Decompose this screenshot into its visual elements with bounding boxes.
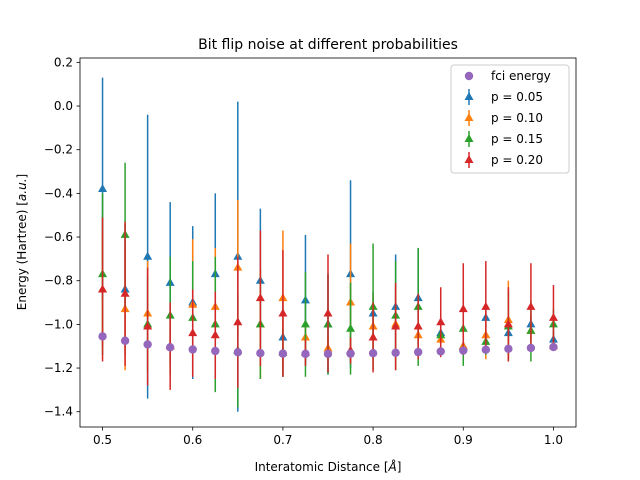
data-point	[188, 328, 198, 337]
data-point	[98, 332, 107, 341]
data-point	[143, 321, 153, 330]
data-point	[346, 349, 355, 358]
x-tick-label: 0.7	[273, 433, 292, 447]
data-point	[548, 312, 558, 321]
data-point	[301, 349, 310, 359]
y-tick-label: −1.0	[44, 317, 73, 331]
data-point	[436, 347, 445, 356]
y-tick-label: −1.2	[44, 361, 73, 375]
x-tick-label: 0.6	[183, 433, 202, 447]
series-fci-energy	[98, 332, 558, 359]
data-point	[459, 346, 468, 355]
x-tick-label: 0.8	[364, 433, 383, 447]
legend-entry: p = 0.15	[491, 132, 543, 146]
data-point	[436, 317, 446, 326]
data-point	[120, 288, 130, 297]
data-point	[504, 344, 513, 354]
legend-marker	[464, 71, 474, 81]
y-tick-label: −0.8	[44, 274, 73, 288]
y-tick-label: −0.2	[44, 143, 73, 157]
data-point	[278, 349, 288, 358]
data-point	[368, 332, 378, 341]
legend-entry: p = 0.05	[491, 90, 543, 104]
y-tick-label: −0.4	[44, 186, 73, 200]
data-point	[120, 336, 130, 345]
data-point	[165, 343, 175, 352]
axes-layer: 0.5 0.6 0.7 0.8 0.9 1.0 0.2 0.0 −0.2 −0.4 −0.6 −0.8…	[44, 55, 577, 447]
data-point	[503, 319, 513, 328]
data-point	[413, 347, 423, 357]
data-point	[481, 345, 491, 354]
legend-entry: p = 0.20	[491, 153, 543, 167]
data-point	[549, 342, 558, 352]
legend-entry: p = 0.10	[491, 111, 543, 125]
data-point	[278, 308, 288, 317]
data-point	[256, 349, 265, 358]
data-point	[323, 349, 333, 359]
data-point	[255, 293, 265, 302]
data-point	[143, 251, 153, 260]
y-tick-label: −0.6	[44, 230, 73, 244]
data-point	[391, 321, 401, 330]
legend-marker	[464, 92, 474, 100]
data-point	[143, 340, 152, 349]
data-point	[526, 301, 536, 310]
legend-box	[450, 64, 570, 174]
x-tick-label: 0.5	[93, 433, 112, 447]
chart-title: Bit flip noise at different probabilitie…	[198, 37, 458, 53]
data-point	[346, 323, 356, 332]
x-tick-label: 1.0	[544, 433, 563, 447]
legend-marker	[464, 134, 474, 142]
x-axis-label: Interatomic Distance [Å]	[255, 459, 402, 474]
data-point	[391, 348, 400, 357]
data-point	[300, 319, 310, 328]
legend: fci energy p = 0.05 p = 0.10 p = 0.15 p = 0.…	[450, 64, 570, 174]
legend-entry: fci energy	[491, 69, 551, 83]
y-tick-label: 0.2	[54, 55, 73, 69]
data-point	[188, 345, 197, 354]
data-point	[210, 330, 220, 339]
data-point	[98, 184, 108, 193]
plot-frame	[79, 57, 577, 428]
data-point	[233, 348, 243, 357]
data-point	[413, 321, 423, 330]
data-point	[323, 308, 333, 317]
data-layer	[98, 77, 558, 412]
legend-marker	[464, 155, 474, 163]
data-point	[368, 349, 378, 358]
y-tick-label: −1.4	[44, 405, 73, 419]
legend-marker	[464, 113, 474, 121]
data-point	[233, 317, 243, 326]
x-tick-label: 0.9	[454, 433, 473, 447]
data-point	[526, 343, 536, 353]
y-tick-label: 0.0	[54, 99, 73, 113]
data-point	[458, 304, 468, 313]
y-axis-label: Energy (Hartree) [a.u.]	[15, 174, 29, 310]
data-point	[481, 301, 491, 310]
data-point	[211, 346, 220, 356]
data-point	[98, 284, 108, 293]
